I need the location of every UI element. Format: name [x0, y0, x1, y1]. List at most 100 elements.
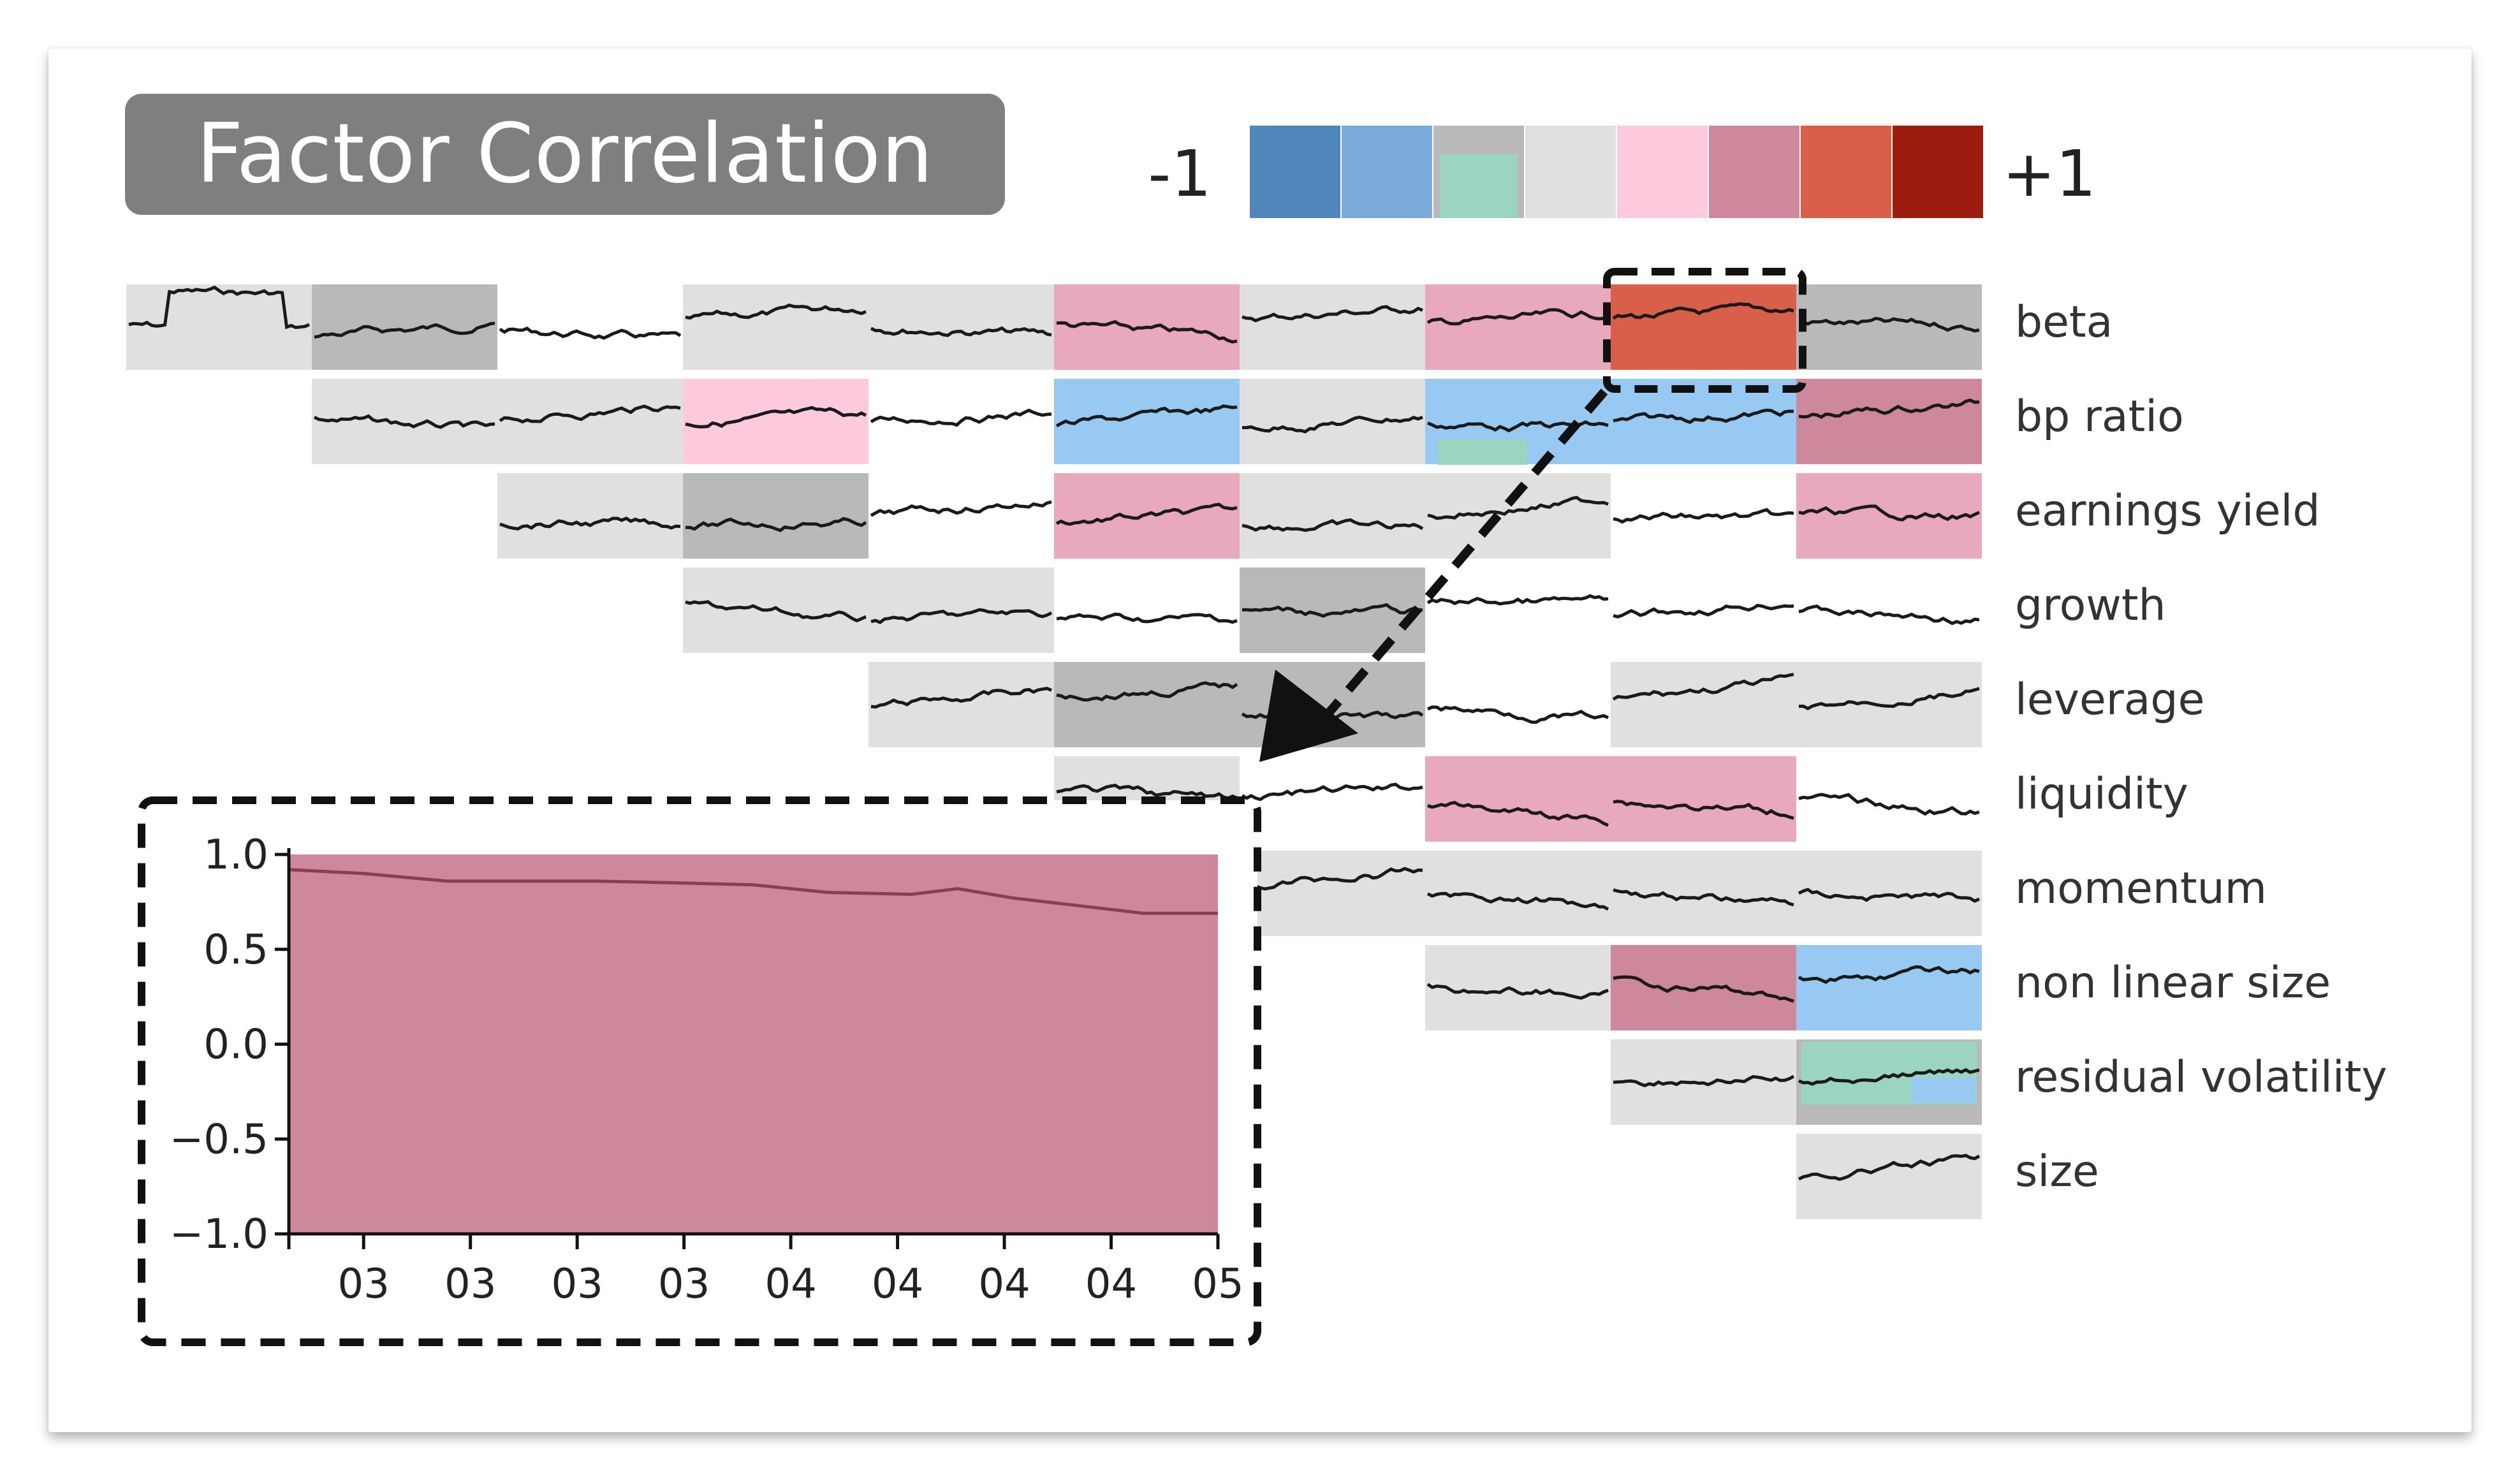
- matrix-cell[interactable]: [1611, 662, 1796, 747]
- matrix-cell[interactable]: [1796, 1039, 1982, 1125]
- matrix-cell[interactable]: [1054, 662, 1240, 747]
- legend-swatch: [1250, 126, 1340, 218]
- matrix-cell[interactable]: [1796, 662, 1982, 747]
- cell-sparkline: [685, 517, 867, 532]
- matrix-cell[interactable]: [1425, 851, 1611, 936]
- matrix-cell[interactable]: [126, 284, 312, 370]
- matrix-cell[interactable]: [312, 379, 497, 464]
- matrix-cell[interactable]: [1798, 793, 1980, 816]
- matrix-cell[interactable]: [868, 662, 1054, 747]
- matrix-cell[interactable]: [1613, 508, 1794, 524]
- factor-labels: beta bp ratio earnings yield growth leverage…: [2015, 297, 2387, 1197]
- matrix-cell[interactable]: [499, 326, 682, 340]
- cell-sparkline: [1242, 867, 1423, 891]
- matrix-cell[interactable]: [1611, 379, 1796, 464]
- matrix-cell[interactable]: [1798, 604, 1980, 626]
- matrix-cell[interactable]: [1425, 756, 1611, 842]
- matrix-cell[interactable]: [1425, 379, 1611, 465]
- cell-sparkline: [1427, 800, 1609, 827]
- matrix-cell[interactable]: [1240, 851, 1425, 936]
- matrix-cell[interactable]: [1427, 705, 1609, 724]
- matrix-cell[interactable]: [497, 379, 683, 464]
- matrix-cell[interactable]: [312, 284, 497, 370]
- cell-background: [683, 568, 868, 653]
- matrix-cell[interactable]: [1426, 594, 1609, 606]
- highlight-arrow-head: [1259, 670, 1358, 762]
- cell-sparkline: [1242, 603, 1423, 618]
- matrix-cell[interactable]: [1611, 851, 1796, 936]
- cell-background: [312, 284, 497, 370]
- matrix-cell[interactable]: [683, 568, 868, 653]
- matrix-cell[interactable]: [1611, 756, 1796, 842]
- cell-sparkline: [1056, 612, 1238, 624]
- matrix-cell[interactable]: [870, 408, 1052, 427]
- matrix-cell[interactable]: [1240, 379, 1425, 464]
- inset-x-tick-label: 04: [978, 1261, 1030, 1308]
- matrix-cell[interactable]: [1611, 1039, 1796, 1125]
- legend-swatch-overlay: [1440, 154, 1518, 218]
- matrix-cell[interactable]: [1054, 473, 1240, 559]
- matrix-cell[interactable]: [1796, 851, 1982, 936]
- cell-sparkline: [1798, 1154, 1981, 1182]
- inset-y-tick-label: 0.5: [203, 927, 268, 974]
- matrix-cell[interactable]: [1054, 284, 1240, 370]
- factor-label: bp ratio: [2015, 392, 2184, 442]
- factor-label: leverage: [2015, 675, 2204, 725]
- cell-sparkline: [1426, 891, 1609, 911]
- cell-background: [1611, 756, 1796, 842]
- cell-sparkline: [1798, 888, 1981, 903]
- matrix-cell[interactable]: [1240, 568, 1425, 653]
- cell-sparkline: [1613, 888, 1794, 907]
- matrix-cell[interactable]: [683, 379, 868, 464]
- cell-background: [683, 379, 868, 464]
- cell-sparkline: [1056, 681, 1238, 702]
- matrix-cell[interactable]: [1611, 945, 1796, 1030]
- inset-y-tick-label: 0.0: [203, 1022, 268, 1069]
- cell-sparkline: [1613, 975, 1794, 1003]
- matrix-cell[interactable]: [1796, 284, 1982, 370]
- matrix-cell[interactable]: [1796, 1134, 1982, 1219]
- factor-label: beta: [2015, 297, 2113, 348]
- cell-sparkline: [1055, 502, 1238, 526]
- factor-label: non linear size: [2015, 958, 2331, 1008]
- cell-background: [1796, 379, 1982, 464]
- factor-label: liquidity: [2015, 769, 2188, 819]
- matrix-cell[interactable]: [1241, 782, 1423, 802]
- factor-label: momentum: [2015, 863, 2267, 914]
- cell-sparkline: [1056, 783, 1238, 800]
- cell-sparkline: [1613, 603, 1794, 619]
- factor-label: residual volatility: [2015, 1052, 2387, 1103]
- matrix-cell[interactable]: [1425, 284, 1611, 370]
- cell-sparkline: [870, 500, 1052, 517]
- cell-background: [1240, 851, 1425, 936]
- matrix-cell[interactable]: [1613, 603, 1794, 619]
- cell-sparkline: [1612, 302, 1794, 320]
- inset-x-tick-label: 04: [765, 1261, 816, 1308]
- matrix-cell[interactable]: [868, 568, 1054, 653]
- legend-swatch: [1709, 126, 1799, 218]
- matrix-cell[interactable]: [870, 500, 1052, 517]
- matrix-cell[interactable]: [683, 284, 868, 370]
- cell-sparkline: [1427, 705, 1609, 724]
- matrix-cell[interactable]: [1611, 284, 1796, 370]
- matrix-cell[interactable]: [683, 473, 868, 559]
- legend-swatch: [1525, 126, 1616, 218]
- cell-sparkline: [1242, 305, 1423, 323]
- cell-overlay: [1911, 1078, 1975, 1103]
- cell-sparkline: [1613, 800, 1794, 820]
- matrix-cell[interactable]: [1054, 379, 1240, 464]
- cell-background: [1425, 945, 1611, 1030]
- matrix-cell[interactable]: [1240, 284, 1425, 370]
- inset-area-fill: [289, 854, 1218, 1234]
- matrix-cell[interactable]: [1056, 612, 1238, 624]
- matrix-cell[interactable]: [1796, 379, 1982, 464]
- matrix-cell[interactable]: [1240, 473, 1425, 559]
- matrix-cell[interactable]: [868, 284, 1054, 370]
- matrix-cell[interactable]: [497, 473, 683, 559]
- inset-x-tick-label: 04: [872, 1261, 923, 1308]
- matrix-cell[interactable]: [1425, 945, 1611, 1030]
- cell-sparkline: [1798, 1067, 1980, 1086]
- matrix-cell[interactable]: [1796, 473, 1982, 559]
- matrix-cell[interactable]: [1796, 945, 1982, 1030]
- legend-min-label: -1: [1148, 136, 1212, 211]
